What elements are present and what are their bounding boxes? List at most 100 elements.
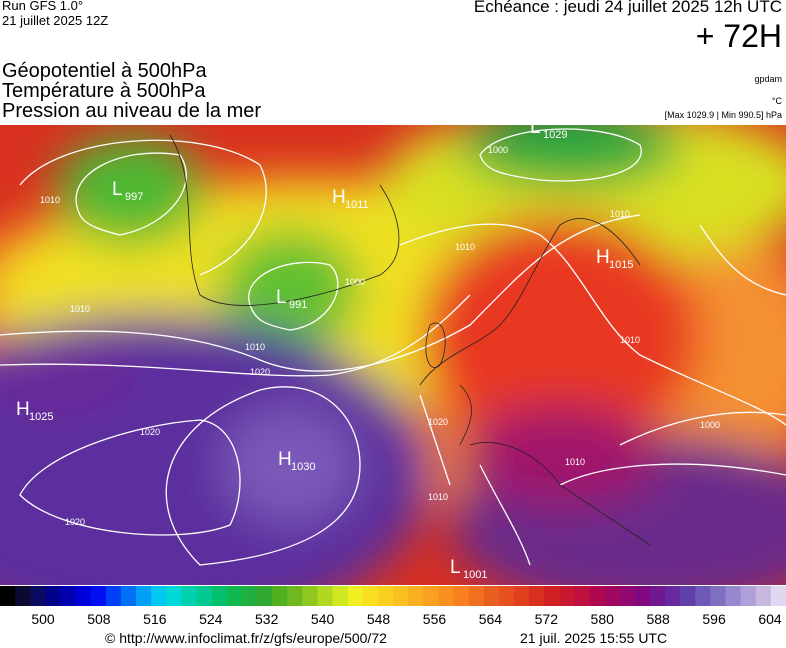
isobars: [0, 128, 786, 566]
isobar-label: 1000: [488, 145, 508, 155]
center-value: 997: [125, 191, 143, 203]
unit: [Max 1029.9 | Min 990.5] hPa: [664, 110, 782, 120]
colorbar-swatch: [755, 586, 772, 606]
colorbar-swatch: [695, 586, 711, 606]
colorbar-swatch: [45, 586, 61, 606]
colorbar-swatch: [302, 586, 318, 606]
center-value: 1001: [463, 569, 487, 581]
isobar-label: 1010: [428, 492, 448, 502]
colorbar-label: 500: [31, 611, 55, 627]
colorbar-swatch: [619, 586, 636, 606]
colorbar-swatch: [90, 586, 107, 606]
colorbar-swatch: [226, 586, 243, 606]
center-value: 991: [289, 299, 307, 311]
center-value: 1029: [543, 129, 567, 141]
colorbar-label: 604: [758, 611, 782, 627]
colorbar-label: 572: [535, 611, 559, 627]
colorbar-swatch: [604, 586, 621, 606]
colorbar-swatch: [287, 586, 303, 606]
colorbar-swatch: [181, 586, 197, 606]
isobar-label: 1010: [70, 304, 90, 314]
colorbar-swatch: [498, 586, 515, 606]
colorbar-swatch: [438, 586, 454, 606]
colorbar-swatch: [75, 586, 92, 606]
colorbar-swatch: [362, 586, 379, 606]
field: Pression au niveau de la mer: [2, 100, 262, 122]
field: Géopotentiel à 500hPa: [2, 60, 207, 82]
colorbar-label: 540: [311, 611, 335, 627]
colorbar-label: 596: [702, 611, 726, 627]
colorbar-swatch: [15, 586, 31, 606]
colorbar-swatch: [574, 586, 590, 606]
colorbar-label: 580: [591, 611, 615, 627]
colorbar-swatch: [196, 586, 213, 606]
colorbar-swatch: [105, 586, 122, 606]
center-kind: L: [530, 125, 541, 138]
colorbar-swatch: [332, 586, 349, 606]
temperature-field: [0, 125, 786, 585]
colorbar-swatch: [725, 586, 742, 606]
colorbar: 500 508 516 524 532 540 548 556 564 572 580 588 596 6…: [0, 586, 786, 627]
center-kind: L: [450, 557, 461, 578]
isobar-label: 1010: [620, 335, 640, 345]
colorbar-swatch: [256, 586, 273, 606]
colorbar-swatch: [453, 586, 470, 606]
colorbar-swatch: [770, 586, 786, 606]
coastlines: [169, 134, 651, 546]
field: Température à 500hPa: [2, 80, 206, 102]
isobar-label: 1000: [700, 420, 720, 430]
colorbar-swatch: [211, 586, 228, 606]
lead-time: + 72H: [695, 18, 782, 54]
colorbar-swatch: [680, 586, 696, 606]
colorbar-swatch: [544, 586, 560, 606]
colorbar-label: 532: [255, 611, 279, 627]
colorbar-swatch: [529, 586, 545, 606]
colorbar-swatch: [120, 586, 137, 606]
colorbar-swatch: [166, 586, 182, 606]
center-value: 1030: [291, 461, 315, 473]
isobar-label: 1010: [40, 195, 60, 205]
colorbar-label: 524: [199, 611, 223, 627]
colorbar-swatch: [317, 586, 334, 606]
colorbar-swatch: [589, 586, 606, 606]
colorbar-label: 508: [87, 611, 111, 627]
colorbar-label: 516: [143, 611, 167, 627]
generated: 21 juil. 2025 15:55 UTC: [520, 630, 668, 646]
colorbar-swatch: [408, 586, 424, 606]
colorbar-swatch: [483, 586, 500, 606]
isobar-label: 1020: [65, 517, 85, 527]
isobar-label: 1020: [140, 427, 160, 437]
isobar-label: 1000: [345, 277, 365, 287]
run: Run GFS 1.0°: [2, 0, 84, 13]
colorbar-swatch: [60, 586, 77, 606]
isobar-label: 1010: [610, 209, 630, 219]
colorbar-swatch: [151, 586, 167, 606]
colorbar-swatch: [513, 586, 530, 606]
isobar-label: 1010: [565, 457, 585, 467]
center-kind: L: [112, 179, 123, 200]
center-kind: H: [278, 449, 292, 470]
colorbar-swatch: [468, 586, 485, 606]
colorbar-swatch: [559, 586, 575, 606]
forecast: Echéance : jeudi 24 juillet 2025 12h UTC: [473, 0, 782, 16]
center-value: 1025: [29, 411, 53, 423]
center-value: 1011: [345, 199, 369, 211]
colorbar-swatch: [347, 586, 364, 606]
isobar-label: 1020: [428, 417, 448, 427]
colorbar-swatch: [272, 586, 288, 606]
colorbar-label: 556: [423, 611, 447, 627]
colorbar-swatch: [665, 586, 681, 606]
center-kind: L: [276, 287, 287, 308]
colorbar-label: 588: [646, 611, 670, 627]
colorbar-swatch: [0, 586, 16, 606]
colorbar-swatch: [649, 586, 666, 606]
colorbar-swatch: [377, 586, 394, 606]
colorbar-swatch: [423, 586, 439, 606]
isobar-label: 1010: [245, 342, 265, 352]
colorbar-swatch: [136, 586, 152, 606]
center-kind: H: [16, 399, 30, 420]
run-date: 21 juillet 2025 12Z: [2, 13, 109, 28]
colorbar-swatch: [710, 586, 727, 606]
